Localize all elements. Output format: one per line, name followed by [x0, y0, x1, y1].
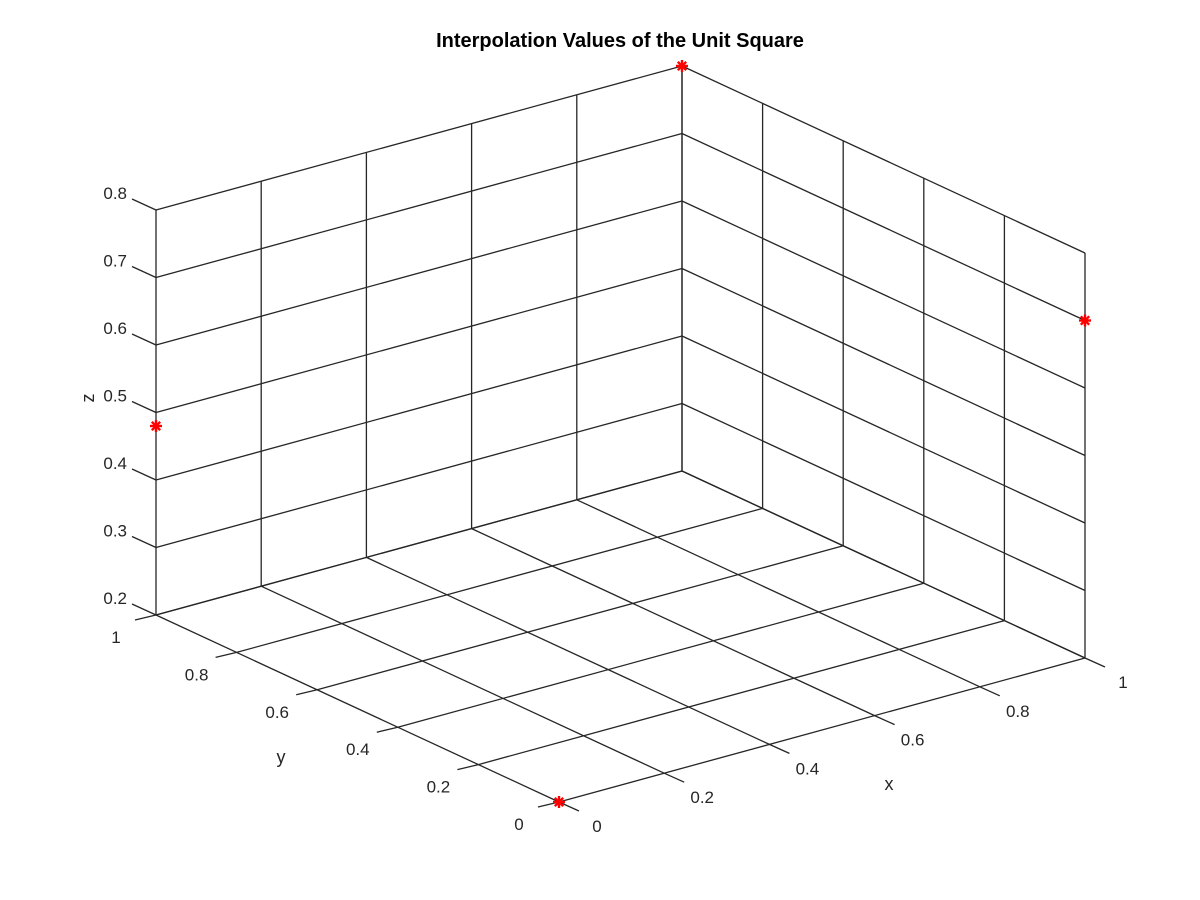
x-axis-tick [979, 686, 1001, 697]
x-axis-tick [769, 743, 790, 754]
y-tick-label: 0.2 [427, 778, 451, 797]
x-axis-label: x [885, 774, 894, 794]
data-point-stroke [676, 60, 688, 72]
floor-grid-line-x [471, 528, 875, 717]
y-axis-tick [134, 614, 157, 621]
z-axis-tick [131, 333, 157, 346]
y-axis-tick [376, 726, 398, 733]
x-axis-tick [663, 772, 685, 783]
y-tick-label: 1 [111, 628, 120, 647]
z-tick-label: 0.6 [103, 319, 127, 338]
x-axis-tick [874, 715, 895, 726]
floor-grid-line-y [155, 470, 683, 616]
y-tick-label: 0.8 [185, 665, 209, 684]
floor-grid-line-y [236, 507, 763, 654]
data-point-marker [150, 420, 162, 432]
y-axis-tick [296, 689, 318, 696]
data-points [150, 60, 1091, 808]
back-wall-grid-line-z [155, 402, 683, 549]
back-wall-grid-line-z [155, 267, 683, 414]
floor-grid-line-y [317, 545, 844, 691]
grid-lines [155, 470, 1086, 803]
chart-title: Interpolation Values of the Unit Square [436, 30, 804, 52]
z-tick-label: 0.8 [103, 184, 127, 203]
x-tick-label: 0.2 [690, 788, 714, 807]
x-tick-label: 0.6 [901, 731, 925, 750]
z-axis-tick [131, 265, 157, 279]
x-tick-label: 0.8 [1006, 702, 1030, 721]
back-wall-grid-line-z [155, 335, 683, 481]
z-tick-label: 0.5 [103, 387, 127, 406]
y-tick-label: 0.6 [265, 703, 289, 722]
floor-grid-line-y [397, 582, 924, 728]
x-tick-label: 0 [592, 817, 601, 836]
data-point-stroke [150, 420, 162, 432]
z-axis-tick [131, 535, 157, 549]
floor-grid-line-x [366, 556, 770, 745]
side-wall-grid-line-z [681, 402, 1086, 592]
back-wall-grid-line-z [155, 132, 683, 279]
x-axis-tick [1084, 657, 1106, 668]
floor-grid-line-x [576, 499, 981, 688]
x-tick-label: 0.4 [796, 759, 820, 778]
tick-labels: 0 0.2 0.4 0.6 0.8 1 0 0.2 0.4 0.6 0.8 1 0.2 0.3 0.4 0.5… [103, 184, 1127, 836]
data-point-stroke [1079, 315, 1091, 326]
z-axis-tick [131, 400, 157, 414]
z-axis-label: z [78, 394, 98, 403]
data-point-stroke [553, 796, 565, 808]
z-axis-tick [131, 198, 157, 211]
floor-grid-line-x [681, 470, 1086, 659]
axis-ticks [131, 198, 1106, 812]
z-tick-label: 0.4 [103, 454, 127, 473]
y-axis-label: y [277, 747, 286, 767]
back-wall-grid-line-z [155, 65, 683, 211]
z-tick-label: 0.2 [103, 589, 127, 608]
side-wall-grid-line-z [681, 132, 1086, 322]
y-axis-tick [457, 763, 479, 771]
x-tick-label: 1 [1118, 673, 1127, 692]
y-axis-tick [215, 651, 237, 659]
y-tick-label: 0 [514, 815, 523, 834]
floor-grid-line-x [260, 585, 665, 774]
side-wall-grid-line-z [681, 335, 1086, 524]
side-wall-grid-line-z [681, 200, 1086, 389]
y-tick-label: 0.4 [346, 740, 370, 759]
z-tick-label: 0.7 [103, 252, 127, 271]
data-point-marker [1079, 314, 1091, 327]
z-tick-label: 0.3 [103, 522, 127, 541]
floor-grid-line-x [155, 614, 560, 803]
side-wall-grid-line-z [681, 267, 1086, 457]
side-wall-grid-line-z [681, 65, 1086, 254]
x-axis-tick [558, 801, 580, 812]
back-wall-grid-line-z [155, 200, 683, 346]
z-axis-tick [131, 603, 157, 616]
data-point-marker [553, 796, 565, 808]
floor-grid-line-y [558, 657, 1086, 803]
z-axis-tick [131, 468, 157, 481]
data-point-marker [676, 60, 688, 72]
floor-grid-line-y [478, 619, 1005, 766]
